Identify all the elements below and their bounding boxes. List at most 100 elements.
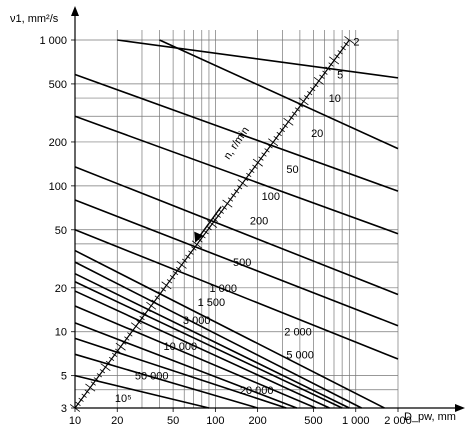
- n-scale-tick: [322, 70, 328, 75]
- n-scale-tick: [206, 225, 212, 231]
- y-tick-label: 200: [49, 137, 67, 149]
- y-tick-label: 1 000: [39, 35, 67, 47]
- n-scale-tick: [142, 311, 148, 317]
- series-line: [117, 39, 399, 79]
- n-scale-tick: [243, 176, 249, 182]
- n-scale-tick: [298, 97, 309, 106]
- n-scale-mark-label: 50: [286, 164, 298, 176]
- y-axis-label: ν1, mm²/s: [10, 13, 59, 25]
- n-scale-tick: [230, 193, 237, 198]
- n-scale-tick: [246, 172, 252, 178]
- n-scale-tick: [100, 363, 111, 372]
- n-scale-mark-label: 20: [311, 128, 323, 140]
- series-line: [74, 374, 210, 409]
- y-tick-label: 50: [55, 225, 67, 237]
- n-scale-mark-label: 10 000: [164, 341, 198, 353]
- n-scale-mark-label: 2 000: [284, 327, 312, 339]
- n-scale-tick: [343, 41, 349, 47]
- n-scale-tick: [191, 240, 202, 249]
- n-scale-mark-label: 500: [233, 257, 251, 269]
- n-scale-mark-label: 1 000: [209, 283, 237, 295]
- n-scale-tick: [175, 266, 182, 272]
- n-scale-mark-label: 5: [337, 70, 343, 82]
- y-tick-label: 500: [49, 79, 67, 91]
- n-scale-tick: [325, 66, 331, 71]
- n-scale-tick: [154, 295, 160, 300]
- y-tick-label: 100: [49, 181, 67, 193]
- y-tick-label: 3: [61, 403, 67, 415]
- series-line: [74, 353, 258, 409]
- series-line: [74, 166, 399, 296]
- series-line: [74, 261, 362, 409]
- y-tick-label: 10: [55, 327, 67, 339]
- n-scale-tick: [337, 50, 343, 55]
- n-scale-tick: [96, 373, 103, 378]
- axis-labels: ν1, mm²/s D_pw, mm: [10, 13, 456, 423]
- n-scale-mark-label: 10⁵: [115, 393, 132, 405]
- n-scale-tick: [267, 144, 273, 149]
- n-scale-mark-label: 20 000: [240, 385, 274, 397]
- n-scale-tick: [124, 336, 130, 341]
- n-scale-tick: [252, 158, 263, 167]
- n-scale-tick: [127, 332, 133, 337]
- x-tick-label: 100: [206, 415, 224, 427]
- n-scale-tick: [268, 138, 279, 147]
- x-tick-label: 10: [69, 415, 81, 427]
- n-scale-arrow-line: [198, 206, 222, 238]
- n-scale-tick: [105, 360, 112, 366]
- series-line: [74, 272, 350, 409]
- n-scale-tick: [115, 342, 126, 351]
- n-scale-tick: [188, 250, 194, 255]
- n-scale-tick: [146, 301, 157, 310]
- n-scale-tick: [166, 279, 173, 284]
- n-scale-tick: [276, 131, 282, 137]
- x-tick-label: 1 000: [342, 415, 370, 427]
- x-tick-label: 200: [248, 415, 266, 427]
- series-line: [74, 281, 343, 409]
- n-scale-tick: [78, 397, 84, 402]
- series-line: [74, 305, 317, 409]
- n-scale-tick: [313, 82, 319, 88]
- n-scale-tick: [344, 36, 355, 44]
- n-scale-tick: [291, 111, 298, 116]
- n-scale-tick: [329, 56, 340, 65]
- n-scale-tick: [261, 152, 267, 157]
- series-line: [74, 229, 399, 360]
- n-scale-tick: [340, 46, 346, 51]
- n-scale-tick: [90, 381, 96, 386]
- n-scale-tick: [182, 258, 188, 263]
- n-scale-tick: [176, 260, 187, 269]
- n-scale-tick: [115, 348, 121, 353]
- n-scale-tick: [334, 54, 340, 59]
- n-scale-tick: [203, 230, 209, 235]
- n-scale-tick: [84, 389, 90, 394]
- n-scale-tick: [304, 95, 310, 100]
- n-scale-tick: [227, 197, 234, 202]
- axes: 10 20 50 100 200 500 1 000 2 000 3 5 10 20 50 100 200 5…: [39, 6, 465, 427]
- n-scale-tick: [151, 299, 157, 304]
- n-scale-tick: [249, 168, 255, 173]
- n-scale-tick: [215, 213, 221, 218]
- n-scale-tick: [108, 356, 115, 362]
- n-scale-tick: [136, 320, 142, 325]
- n-scale-tick: [307, 91, 313, 96]
- x-axis-arrow: [455, 404, 465, 412]
- n-scale-tick: [207, 220, 218, 228]
- x-tick-label: 50: [167, 415, 179, 427]
- n-scale-tick: [319, 74, 325, 79]
- n-scale-tick: [212, 217, 218, 223]
- n-scale-tick: [191, 246, 197, 251]
- n-scale-tick: [264, 148, 270, 153]
- n-scale-tick: [139, 315, 145, 321]
- series-line: [74, 73, 399, 192]
- n-scale-tick: [252, 164, 258, 169]
- n-scale-mark-label: 3 000: [183, 315, 211, 327]
- n-scale-tick: [157, 291, 163, 296]
- series-line: [74, 337, 287, 409]
- x-tick-label: 2 000: [384, 415, 412, 427]
- n-scale-arrow-head: [194, 231, 204, 243]
- series-line: [74, 322, 298, 409]
- n-scale-tick: [313, 76, 324, 85]
- n-scale-tick: [111, 352, 118, 357]
